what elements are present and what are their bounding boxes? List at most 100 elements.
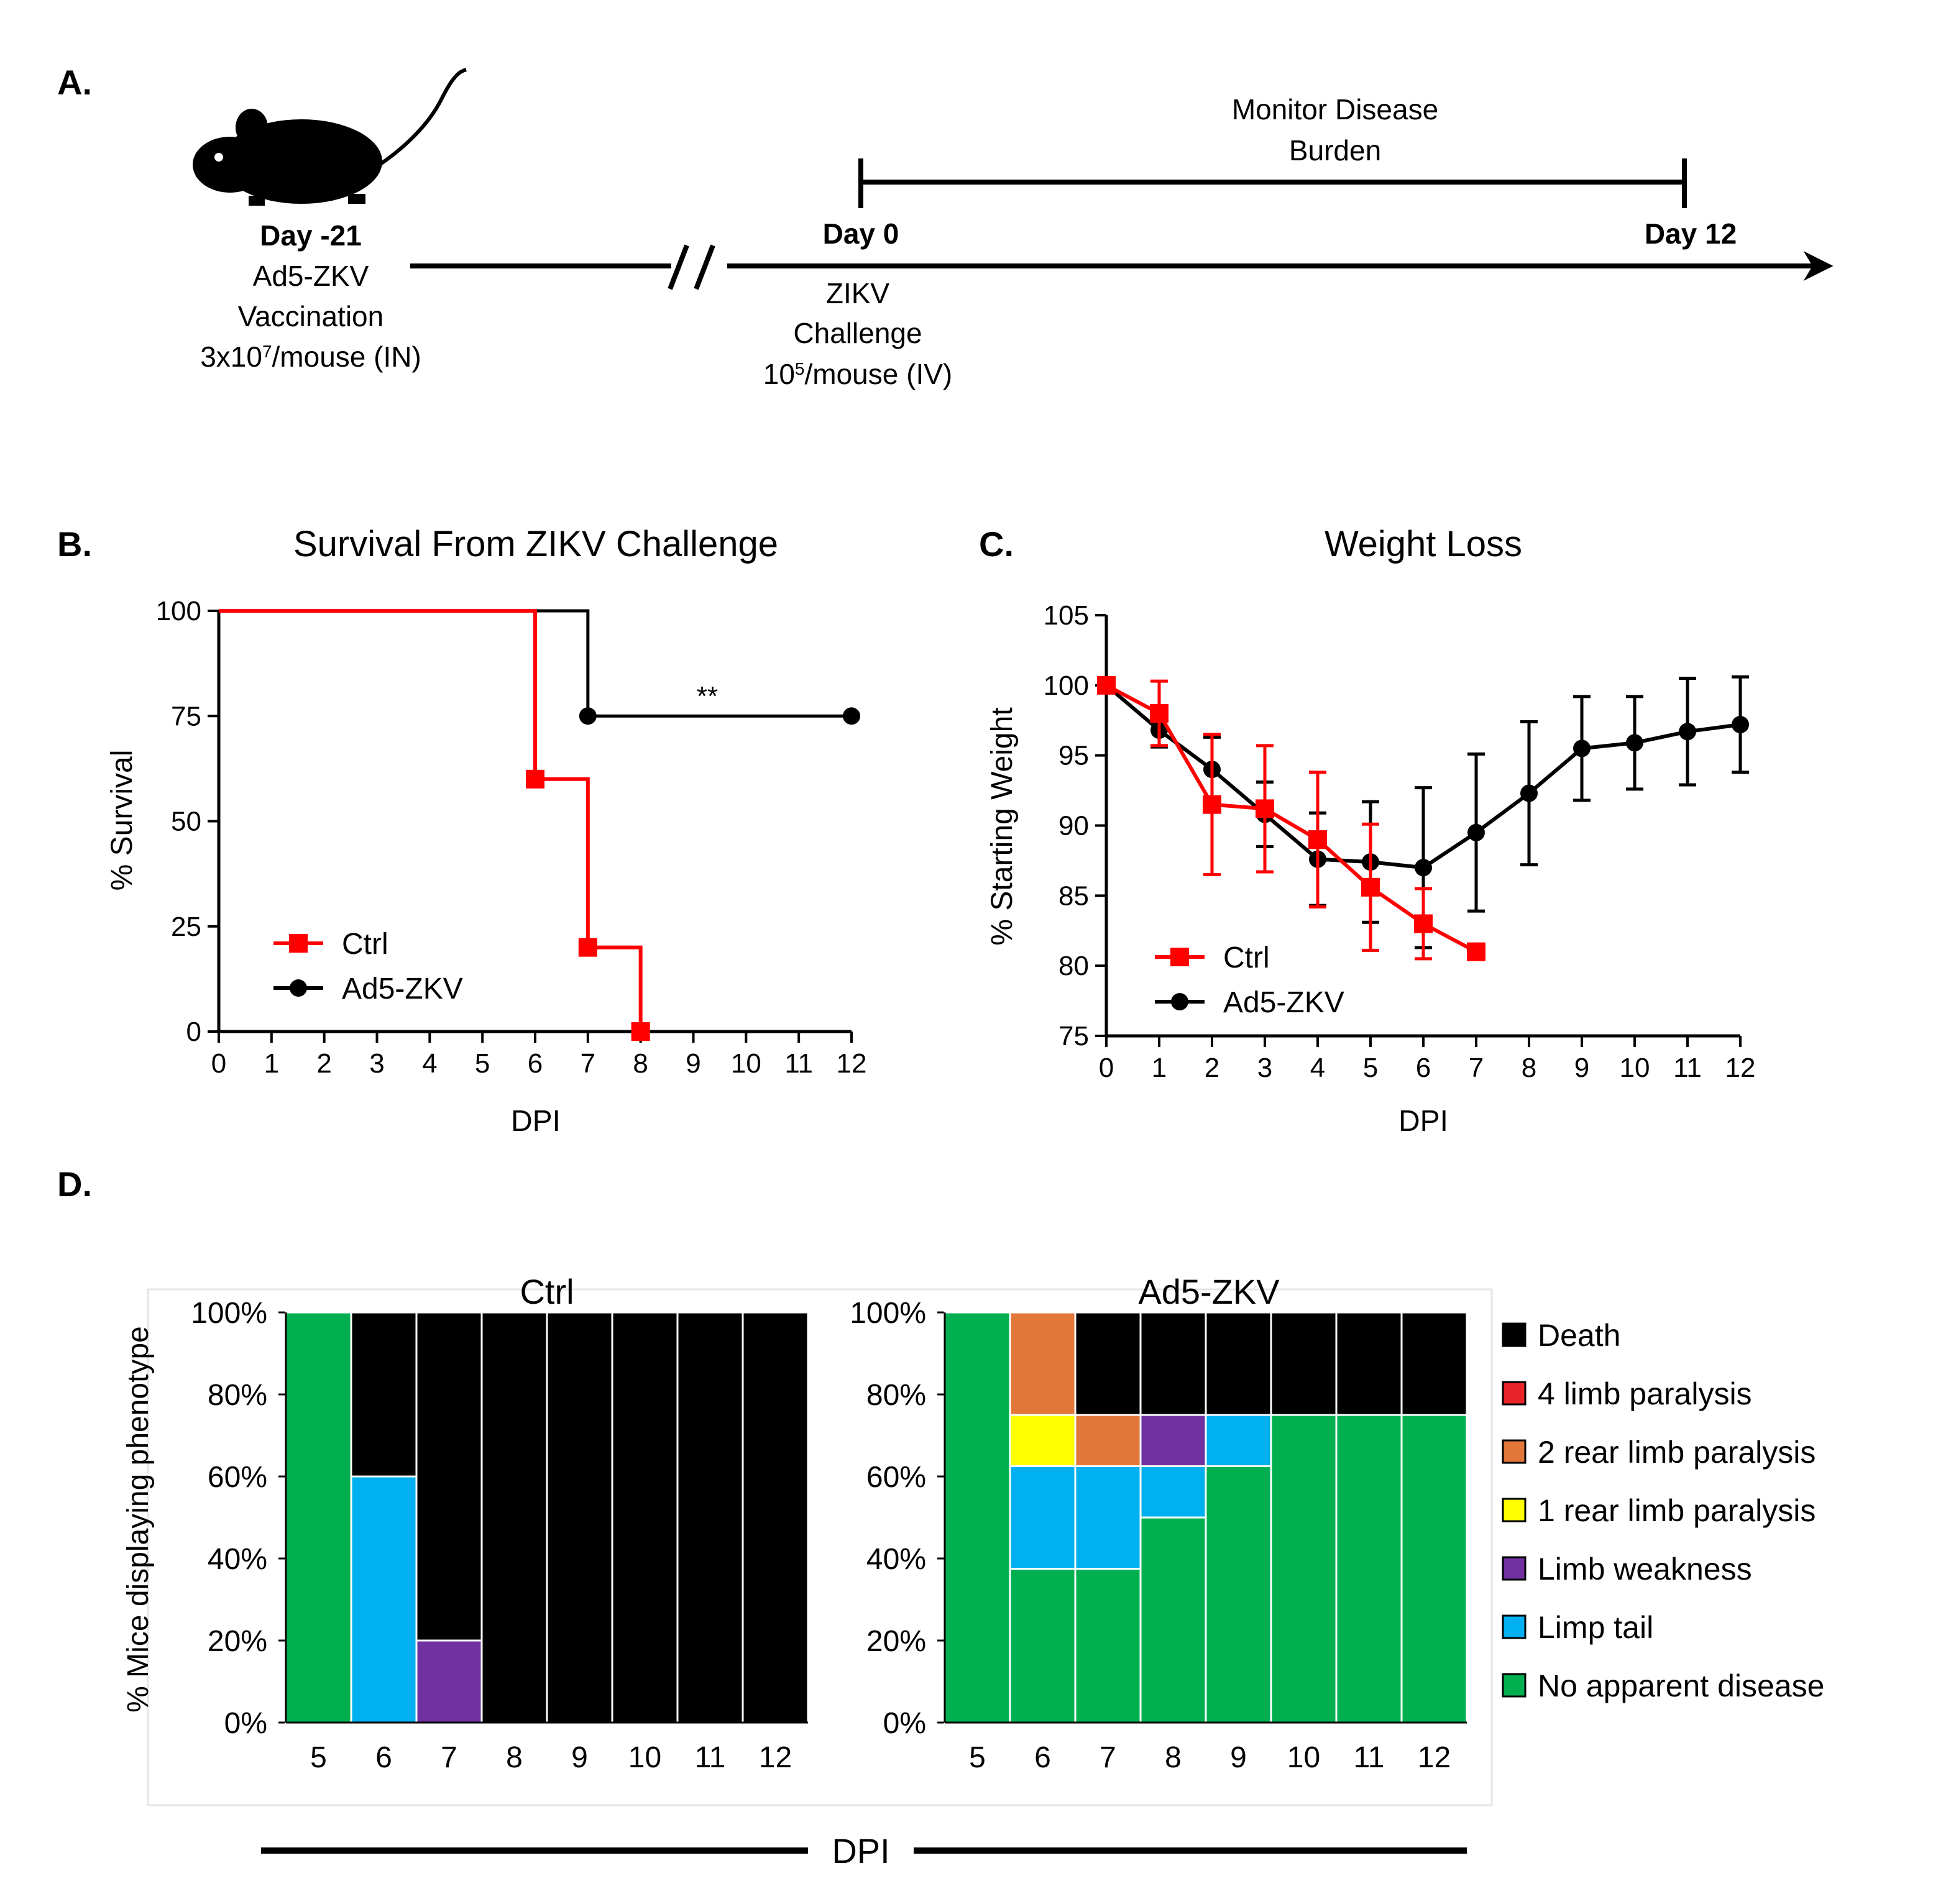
ctrl-y-tick-label: 40%: [208, 1543, 267, 1576]
weight-marker-ctrl: [1097, 675, 1116, 695]
legend-swatch-death: [1502, 1322, 1527, 1347]
vacc-x-tick-label: 9: [1230, 1741, 1247, 1774]
weight-marker-ctrl: [1467, 942, 1485, 961]
ctrl-y-tick-label: 20%: [208, 1625, 267, 1658]
survival-x-tick-label: 0: [211, 1048, 226, 1079]
legend-label-death: Death: [1538, 1318, 1620, 1353]
ctrl-bar-segment-death: [480, 1311, 548, 1724]
survival-x-tick-label: 6: [528, 1048, 543, 1079]
legend-vacc-marker: [290, 979, 307, 997]
weight-marker-ctrl: [1361, 877, 1380, 897]
weight-marker-ctrl: [1150, 703, 1169, 723]
survival-x-tick-label: 11: [784, 1048, 813, 1079]
ctrl-x-tick-label: 6: [375, 1741, 392, 1774]
vacc-bar-segment-death: [1270, 1311, 1338, 1416]
weight-legend: Ctrl Ad5-ZKV: [1155, 941, 1344, 1019]
ctrl-x-tick-label: 11: [695, 1741, 726, 1774]
weight-marker-ctrl: [1203, 795, 1221, 814]
survival-x-tick-label: 4: [422, 1048, 437, 1079]
weight-x-tick-label: 3: [1257, 1053, 1272, 1083]
legend-label-limp_tail: Limp tail: [1538, 1610, 1653, 1645]
ctrl-x-tick-label: 5: [310, 1741, 327, 1774]
survival-marker-ctrl: [578, 938, 597, 957]
survival-title: Survival From ZIKV Challenge: [293, 524, 778, 564]
survival-x-tick-label: 5: [475, 1048, 490, 1079]
survival-marker-ctrl: [526, 769, 544, 789]
weight-y-tick-label: 90: [1058, 811, 1089, 841]
survival-xlabel: DPI: [511, 1105, 561, 1138]
vacc-bar-segment-death: [1139, 1311, 1207, 1416]
ctrl-bar-segment-death: [546, 1311, 613, 1724]
panel-a: A. Day -21 Ad5-ZKV Vaccination 3x107/mou…: [57, 63, 1834, 390]
vacc-bar-segment-no_disease: [1335, 1414, 1403, 1724]
phenotype-legend: Death 4 limb paralysis 2 rear limb paralys…: [1502, 1318, 1824, 1703]
vacc-bar-segment-limp_tail: [1009, 1465, 1077, 1570]
legend-swatch-two_rear: [1502, 1439, 1527, 1464]
survival-series-ctrl: [219, 609, 643, 1032]
vacc-bar-title: Ad5-ZKV: [1138, 1272, 1280, 1311]
legend-ctrl-label: Ctrl: [1223, 941, 1270, 974]
legend-label-weakness: Limb weakness: [1538, 1552, 1752, 1586]
weight-y-tick-label: 95: [1058, 741, 1089, 771]
panel-d-letter: D.: [57, 1165, 92, 1204]
weight-marker-vacc: [1626, 734, 1643, 752]
vacc-bar-segment-no_disease: [1074, 1568, 1142, 1724]
weight-x-tick-label: 10: [1620, 1053, 1650, 1083]
vacc-y-tick-label: 80%: [866, 1379, 926, 1412]
survival-y-tick-label: 100: [156, 596, 201, 626]
ctrl-bar-segment-no_disease: [285, 1311, 352, 1724]
phenotype-ylabel: % Mice displaying phenotype: [122, 1326, 155, 1713]
vacc-y-tick-label: 60%: [866, 1461, 926, 1494]
weight-x-tick-label: 4: [1310, 1053, 1325, 1083]
vacc-bar-segment-two_rear: [1074, 1414, 1142, 1467]
challenge-line2: Challenge: [793, 317, 922, 349]
weight-marker-vacc: [1732, 716, 1749, 734]
survival-x-tick-label: 8: [633, 1048, 648, 1079]
ctrl-bar-segment-weakness: [415, 1639, 483, 1724]
legend-ctrl-marker: [1170, 948, 1189, 966]
survival-x-tick-label: 9: [686, 1048, 700, 1079]
legend-vacc-label: Ad5-ZKV: [1223, 986, 1344, 1019]
ctrl-y-tick-label: 0%: [224, 1707, 267, 1740]
ctrl-bar-segment-death: [611, 1311, 679, 1724]
weight-marker-vacc: [1415, 859, 1432, 877]
weight-x-tick-label: 11: [1673, 1053, 1702, 1083]
weight-x-tick-label: 7: [1469, 1053, 1484, 1083]
ctrl-bar-segment-limp_tail: [350, 1475, 418, 1724]
ctrl-x-tick-label: 7: [441, 1741, 457, 1774]
survival-marker-vacc: [843, 707, 860, 725]
survival-x-tick-label: 7: [581, 1048, 595, 1079]
ctrl-x-tick-label: 8: [506, 1741, 523, 1774]
weight-x-tick-label: 2: [1205, 1053, 1219, 1083]
survival-significance: **: [697, 681, 718, 712]
vacc-bar-segment-limp_tail: [1074, 1465, 1142, 1570]
survival-x-tick-label: 10: [731, 1048, 761, 1079]
shared-dpi-label: DPI: [832, 1831, 889, 1870]
survival-y-tick-label: 25: [171, 912, 201, 942]
survival-y-tick-label: 75: [171, 701, 201, 731]
vacc-x-tick-label: 5: [969, 1741, 986, 1774]
legend-label-two_rear: 2 rear limb paralysis: [1538, 1435, 1816, 1470]
vacc-bar-segment-death: [1074, 1311, 1142, 1416]
vacc-bar-segment-no_disease: [1009, 1568, 1077, 1724]
vacc-bar-segment-one_rear: [1009, 1414, 1077, 1467]
ctrl-phenotype-bars: 0% 20% 40% 60% 80% 100% 5 6 7 8 9 10 11 12: [191, 1297, 809, 1774]
vacc-x-tick-label: 12: [1418, 1741, 1451, 1774]
legend-ctrl-marker: [289, 934, 308, 953]
survival-marker-ctrl: [631, 1022, 650, 1041]
weight-x-tick-label: 9: [1574, 1053, 1589, 1083]
vacc-bar-segment-no_disease: [1400, 1414, 1468, 1724]
legend-swatch-weakness: [1502, 1556, 1527, 1581]
weight-y-tick-label: 85: [1058, 881, 1089, 911]
vacc-phenotype-bars: 0% 20% 40% 60% 80% 100% 5 6 7 8 9 10 11 12: [850, 1297, 1468, 1774]
vacc-x-tick-label: 8: [1165, 1741, 1182, 1774]
legend-label-four_limb: 4 limb paralysis: [1538, 1376, 1752, 1411]
weight-y-tick-label: 105: [1044, 600, 1089, 631]
monitor-line2: Burden: [1289, 134, 1381, 167]
ctrl-x-tick-label: 9: [571, 1741, 588, 1774]
legend-swatch-one_rear: [1502, 1498, 1527, 1522]
vacc-x-tick-label: 6: [1034, 1741, 1051, 1774]
weight-ylabel: % Starting Weight: [986, 707, 1019, 945]
weight-x-tick-label: 12: [1725, 1053, 1756, 1083]
